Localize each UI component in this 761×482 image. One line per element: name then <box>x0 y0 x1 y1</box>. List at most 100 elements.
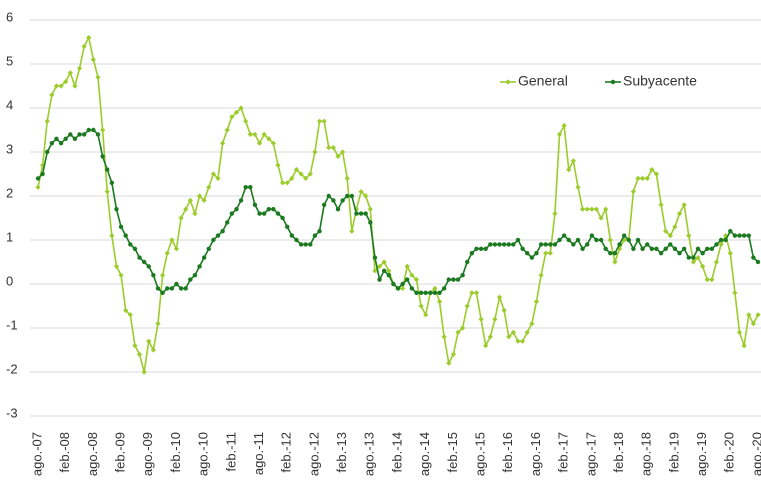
point-marker <box>160 290 165 295</box>
x-tick-label: feb.-15 <box>445 432 460 472</box>
point-marker <box>261 211 267 216</box>
point-marker <box>649 167 655 173</box>
point-marker <box>653 171 660 177</box>
y-tick-label: 4 <box>6 97 13 112</box>
x-tick-label: ago.-10 <box>196 432 211 476</box>
x-tick-label: feb.-11 <box>223 432 238 472</box>
point-marker <box>423 290 428 295</box>
point-marker <box>594 237 599 243</box>
point-marker <box>612 251 618 256</box>
point-marker <box>174 281 179 287</box>
point-marker <box>312 149 318 155</box>
point-marker <box>118 272 124 278</box>
x-tick-label: feb.-10 <box>168 432 183 472</box>
point-marker <box>677 251 682 256</box>
point-marker <box>584 206 590 212</box>
point-marker <box>206 246 211 251</box>
point-marker <box>247 131 253 137</box>
point-marker <box>35 176 41 181</box>
point-marker <box>381 259 387 265</box>
x-tick-label: feb.-14 <box>389 432 404 472</box>
point-marker <box>243 185 248 190</box>
point-marker <box>441 286 447 291</box>
point-marker <box>607 237 613 243</box>
x-tick-label: feb.-08 <box>57 432 72 472</box>
x-tick-label: feb.-20 <box>722 432 737 472</box>
point-marker <box>700 251 705 256</box>
point-marker <box>81 132 87 137</box>
point-marker <box>723 237 728 243</box>
point-marker <box>68 132 73 137</box>
point-marker <box>321 118 327 124</box>
point-marker <box>349 228 355 234</box>
point-marker <box>556 131 563 137</box>
point-marker <box>460 325 466 331</box>
legend: General Subyacente <box>500 73 697 89</box>
point-marker <box>561 123 567 129</box>
point-marker <box>543 250 549 256</box>
point-marker <box>40 171 45 177</box>
point-marker <box>409 286 415 291</box>
point-marker <box>45 149 50 155</box>
legend-marker <box>505 79 511 85</box>
point-marker <box>589 206 595 212</box>
point-marker <box>307 171 313 177</box>
point-marker <box>58 141 64 146</box>
point-marker <box>363 211 368 216</box>
point-marker <box>686 233 692 239</box>
point-marker <box>409 272 415 278</box>
point-marker <box>755 312 761 318</box>
point-marker <box>49 92 55 98</box>
point-marker <box>183 206 189 212</box>
point-marker <box>76 65 83 71</box>
point-marker <box>690 259 696 265</box>
point-marker <box>746 233 751 238</box>
point-marker <box>72 136 78 141</box>
point-marker <box>612 259 618 265</box>
point-marker <box>704 277 710 283</box>
point-marker <box>192 211 198 217</box>
point-marker <box>284 180 290 186</box>
point-marker <box>635 175 641 181</box>
point-marker <box>663 246 668 251</box>
point-marker <box>571 242 576 247</box>
point-marker <box>736 329 743 335</box>
point-marker <box>53 83 60 89</box>
point-marker <box>621 237 627 243</box>
point-marker <box>289 233 295 238</box>
point-marker <box>316 118 323 124</box>
point-marker <box>552 211 558 217</box>
x-tick-label: ago.-20 <box>749 432 761 476</box>
point-marker <box>381 268 387 273</box>
point-marker <box>266 207 271 212</box>
point-marker <box>432 285 438 291</box>
point-marker <box>506 242 511 247</box>
point-marker <box>141 369 147 375</box>
point-marker <box>621 233 627 238</box>
x-tick-label: feb.-13 <box>334 432 349 472</box>
point-marker <box>317 229 322 234</box>
point-marker <box>238 198 244 203</box>
point-marker <box>331 198 336 203</box>
y-tick-label: 2 <box>6 185 13 200</box>
point-marker <box>483 246 488 251</box>
x-tick-label: ago.-13 <box>362 432 377 476</box>
point-marker <box>376 263 383 269</box>
point-marker <box>455 277 461 282</box>
point-marker <box>109 180 115 185</box>
point-marker <box>525 251 530 256</box>
point-marker <box>367 206 373 212</box>
point-marker <box>667 233 673 239</box>
point-marker <box>312 233 318 238</box>
point-marker <box>658 251 664 256</box>
point-marker <box>225 220 230 225</box>
point-marker <box>44 118 50 124</box>
point-marker <box>256 140 263 146</box>
point-marker <box>261 131 267 137</box>
point-marker <box>289 175 295 181</box>
point-marker <box>451 277 456 282</box>
point-marker <box>741 343 747 349</box>
point-marker <box>81 43 87 49</box>
point-marker <box>349 193 355 199</box>
point-marker <box>589 233 595 238</box>
